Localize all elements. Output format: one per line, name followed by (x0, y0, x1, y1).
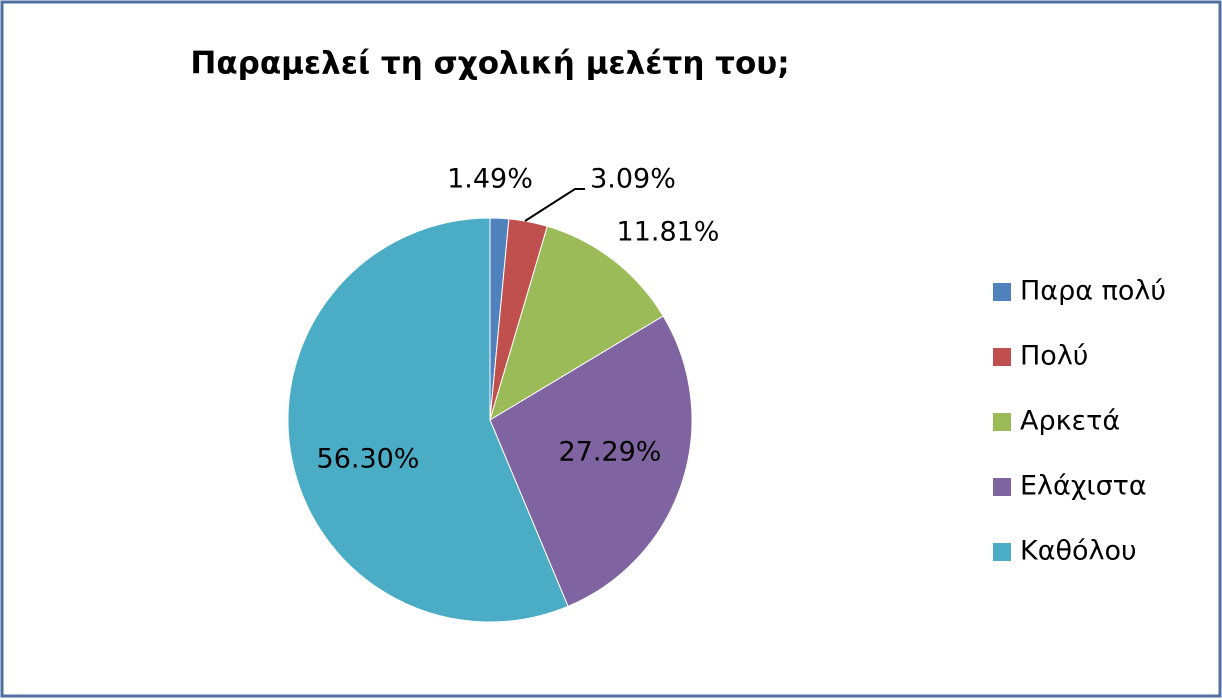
legend-swatch (993, 413, 1011, 431)
data-label: 1.49% (447, 164, 533, 195)
legend-swatch (993, 478, 1011, 496)
pie-slice (489, 225, 664, 422)
leader-line (524, 188, 585, 222)
legend-label: Ελάχιστα (1020, 471, 1147, 502)
pie-slice (287, 217, 569, 623)
data-label: 56.30% (317, 444, 420, 475)
data-label: 3.09% (590, 164, 676, 195)
legend-label: Παρα πολύ (1020, 276, 1166, 307)
legend-swatch (993, 348, 1011, 366)
legend-label: Αρκετά (1020, 406, 1120, 437)
data-label: 11.81% (617, 217, 720, 248)
legend-label: Καθόλου (1020, 536, 1137, 567)
legend-swatch (993, 543, 1011, 561)
legend-swatch (993, 283, 1011, 301)
data-label: 27.29% (559, 437, 662, 468)
pie-slice (489, 315, 693, 607)
legend-label: Πολύ (1020, 341, 1088, 372)
chart-title: Παραμελεί τη σχολική μελέτη του; (190, 46, 789, 82)
